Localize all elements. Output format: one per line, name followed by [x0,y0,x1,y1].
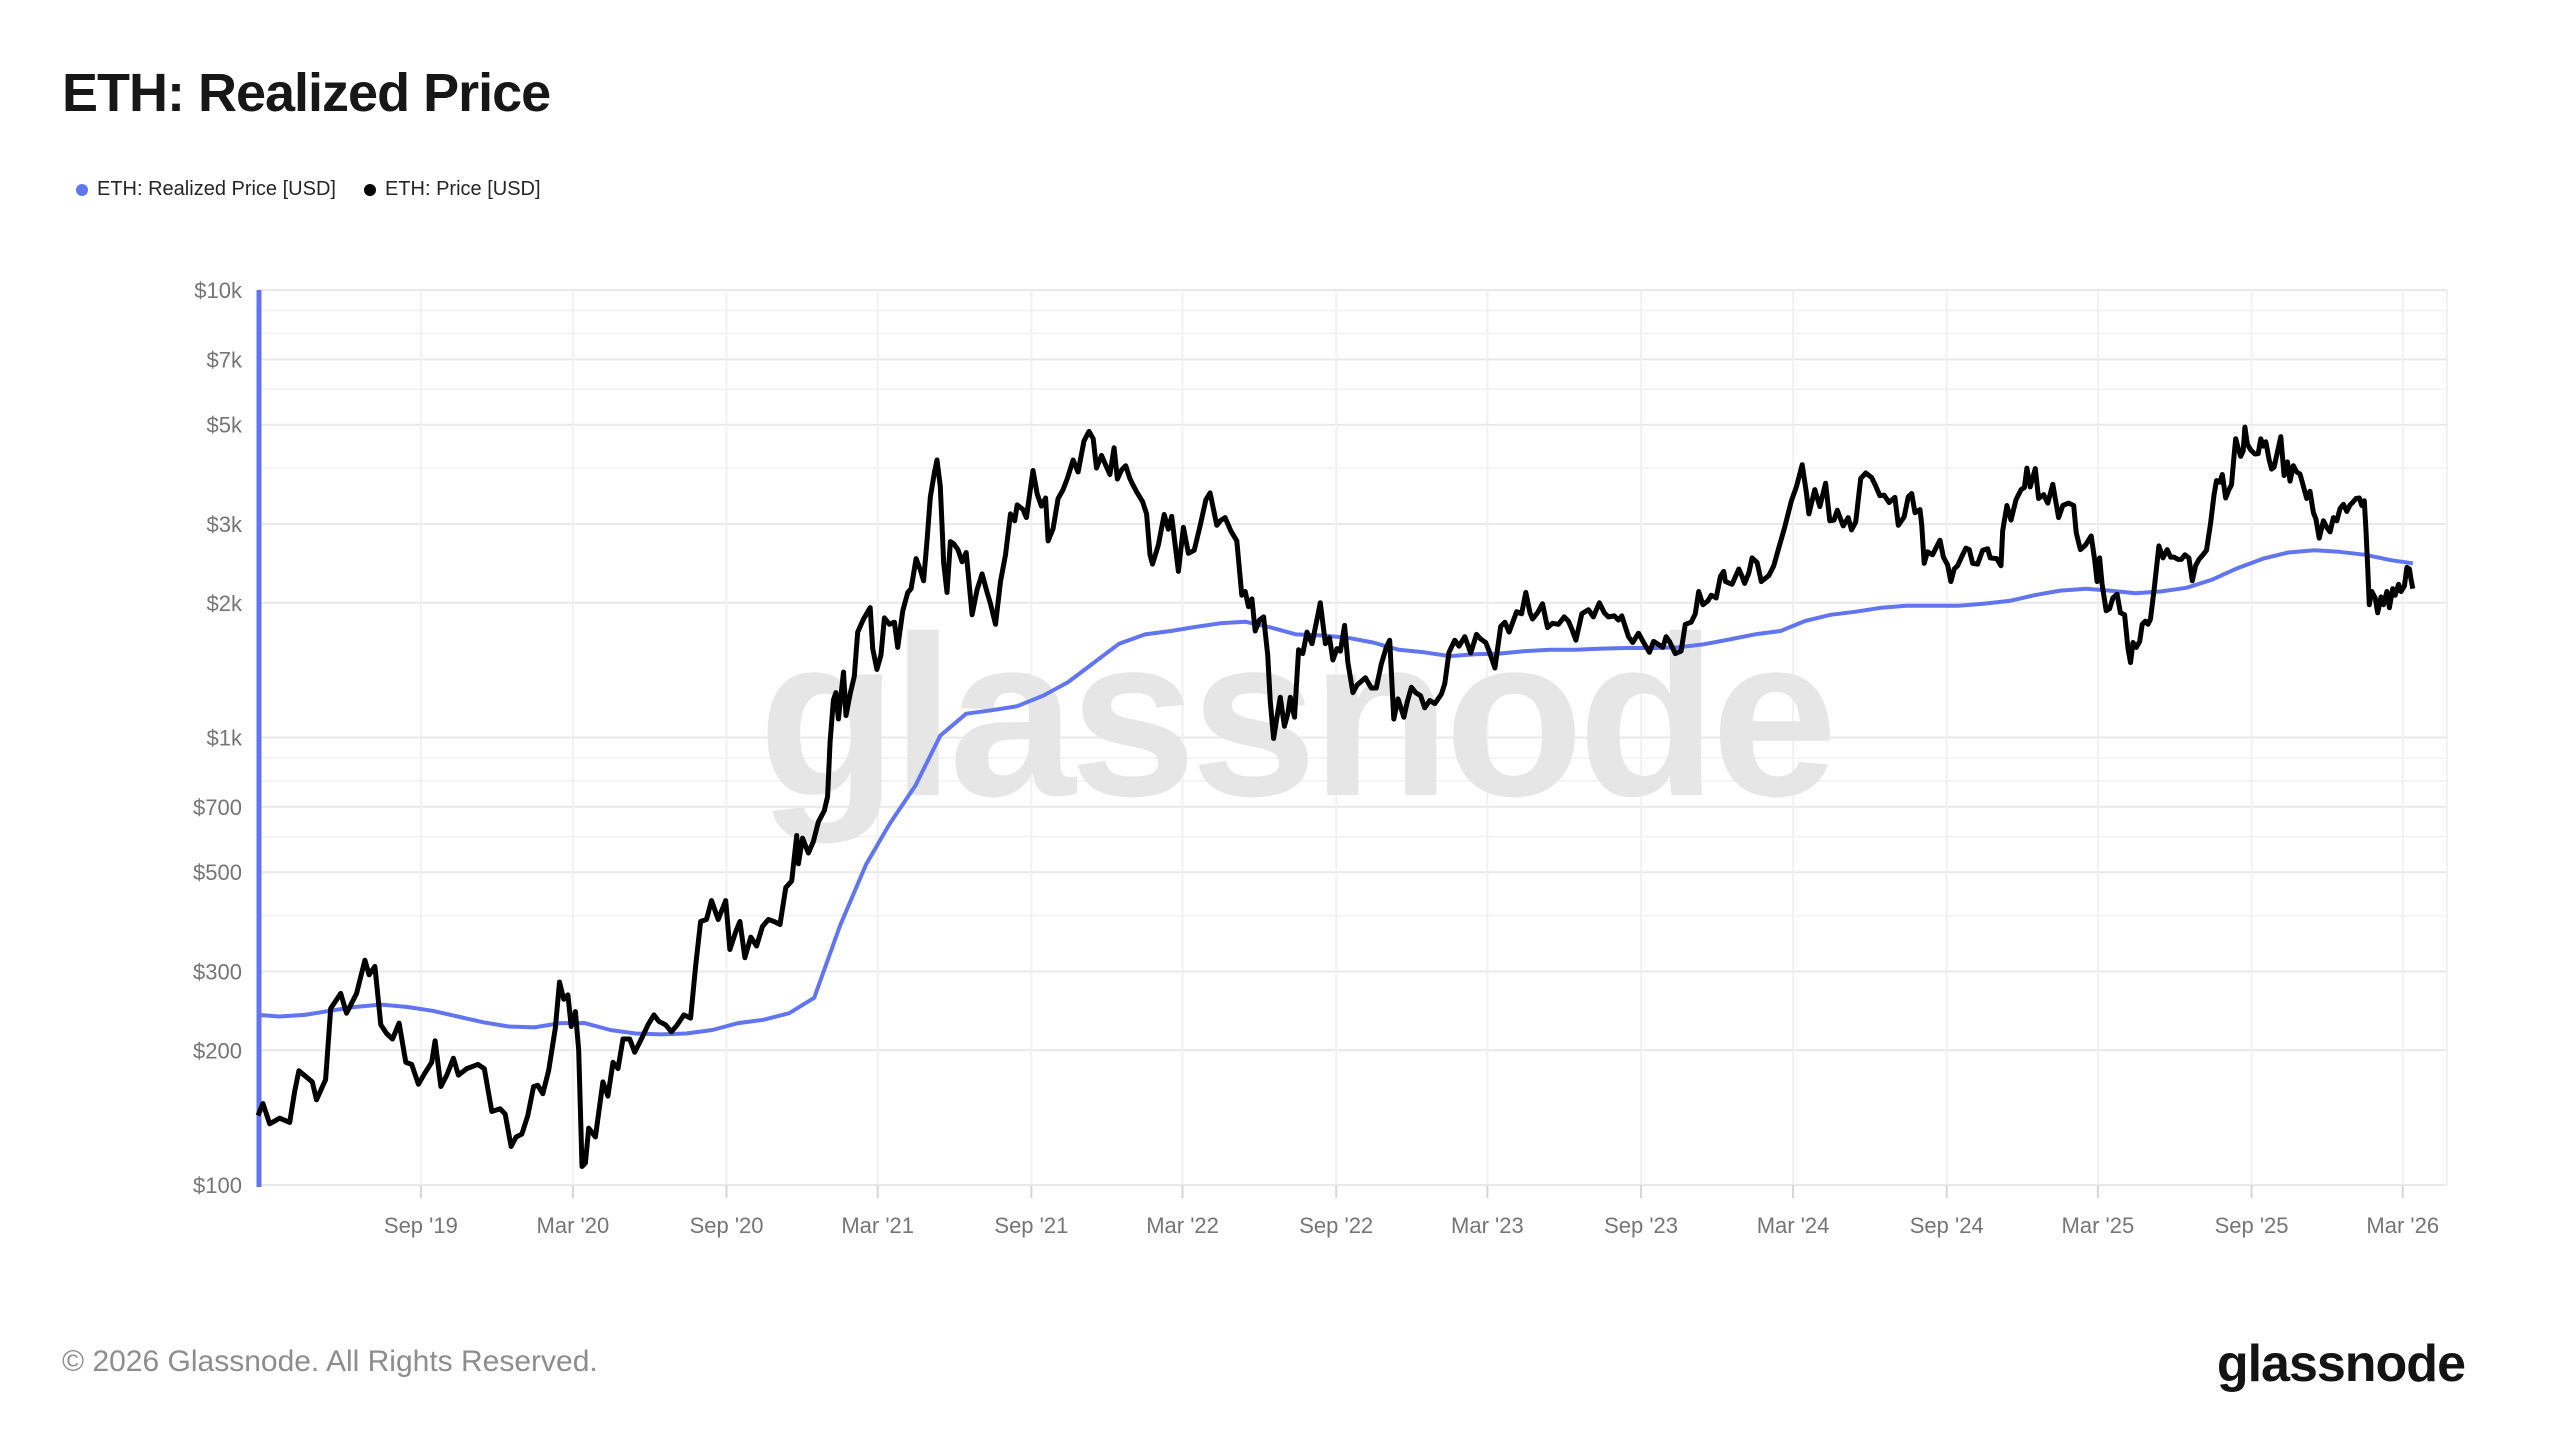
legend-item-realized-price[interactable]: ETH: Realized Price [USD] [76,178,336,201]
y-tick-label: $300 [193,959,242,984]
legend-item-price[interactable]: ETH: Price [USD] [363,178,541,201]
y-tick-label: $2k [207,591,243,616]
y-tick-label: $7k [207,347,243,372]
y-tick-label: $200 [193,1038,242,1063]
y-axis-labels: $10k $7k $5k $3k $2k $1k $700 $500 $300 $200 $100 [193,278,243,1198]
x-tick-label: Mar '24 [1757,1213,1830,1238]
y-tick-label: $3k [207,512,243,537]
x-tick-label: Sep '23 [1604,1213,1678,1238]
x-tick-label: Sep '19 [384,1213,458,1238]
y-tick-label: $500 [193,860,242,885]
x-tick-label: Sep '25 [2215,1213,2289,1238]
x-tick-label: Mar '25 [2062,1213,2135,1238]
y-tick-label: $10k [194,278,243,303]
glassnode-logo: glassnode [2216,1335,2466,1393]
legend-label: ETH: Price [USD] [384,178,541,200]
x-tick-label: Sep '22 [1299,1213,1373,1238]
x-tick-label: Sep '20 [690,1213,764,1238]
x-tick-label: Mar '26 [2366,1213,2439,1238]
x-tick-label: Mar '20 [537,1213,610,1238]
x-tick-label: Sep '24 [1910,1213,1984,1238]
x-tick-label: Mar '21 [841,1213,914,1238]
page-title: ETH: Realized Price [62,63,551,123]
y-tick-label: $700 [193,795,242,820]
x-axis-labels: Sep '19 Mar '20 Sep '20 Mar '21 Sep '21 Mar '… [384,1213,2439,1238]
y-tick-label: $100 [193,1173,242,1198]
price-line [255,424,2416,1169]
legend: ETH: Realized Price [USD] ETH: Price [US… [76,178,541,201]
h-gridlines [258,289,2447,1186]
v-gridlines [419,290,2448,1185]
copyright-text: © 2026 Glassnode. All Rights Reserved. [62,1345,598,1378]
x-tick-label: Mar '23 [1451,1213,1524,1238]
watermark: glassnode [758,590,1832,844]
realized-price-line [257,548,2414,1037]
realized-price-dot-icon [76,183,88,196]
y-tick-label: $5k [207,413,243,438]
legend-label: ETH: Realized Price [USD] [97,178,336,200]
x-tick-label: Mar '22 [1146,1213,1219,1238]
y-tick-label: $1k [207,726,243,751]
x-tick-label: Sep '21 [994,1213,1068,1238]
price-dot-icon [363,183,376,196]
x-tick-marks [419,1185,2404,1198]
series-lines [255,424,2416,1169]
